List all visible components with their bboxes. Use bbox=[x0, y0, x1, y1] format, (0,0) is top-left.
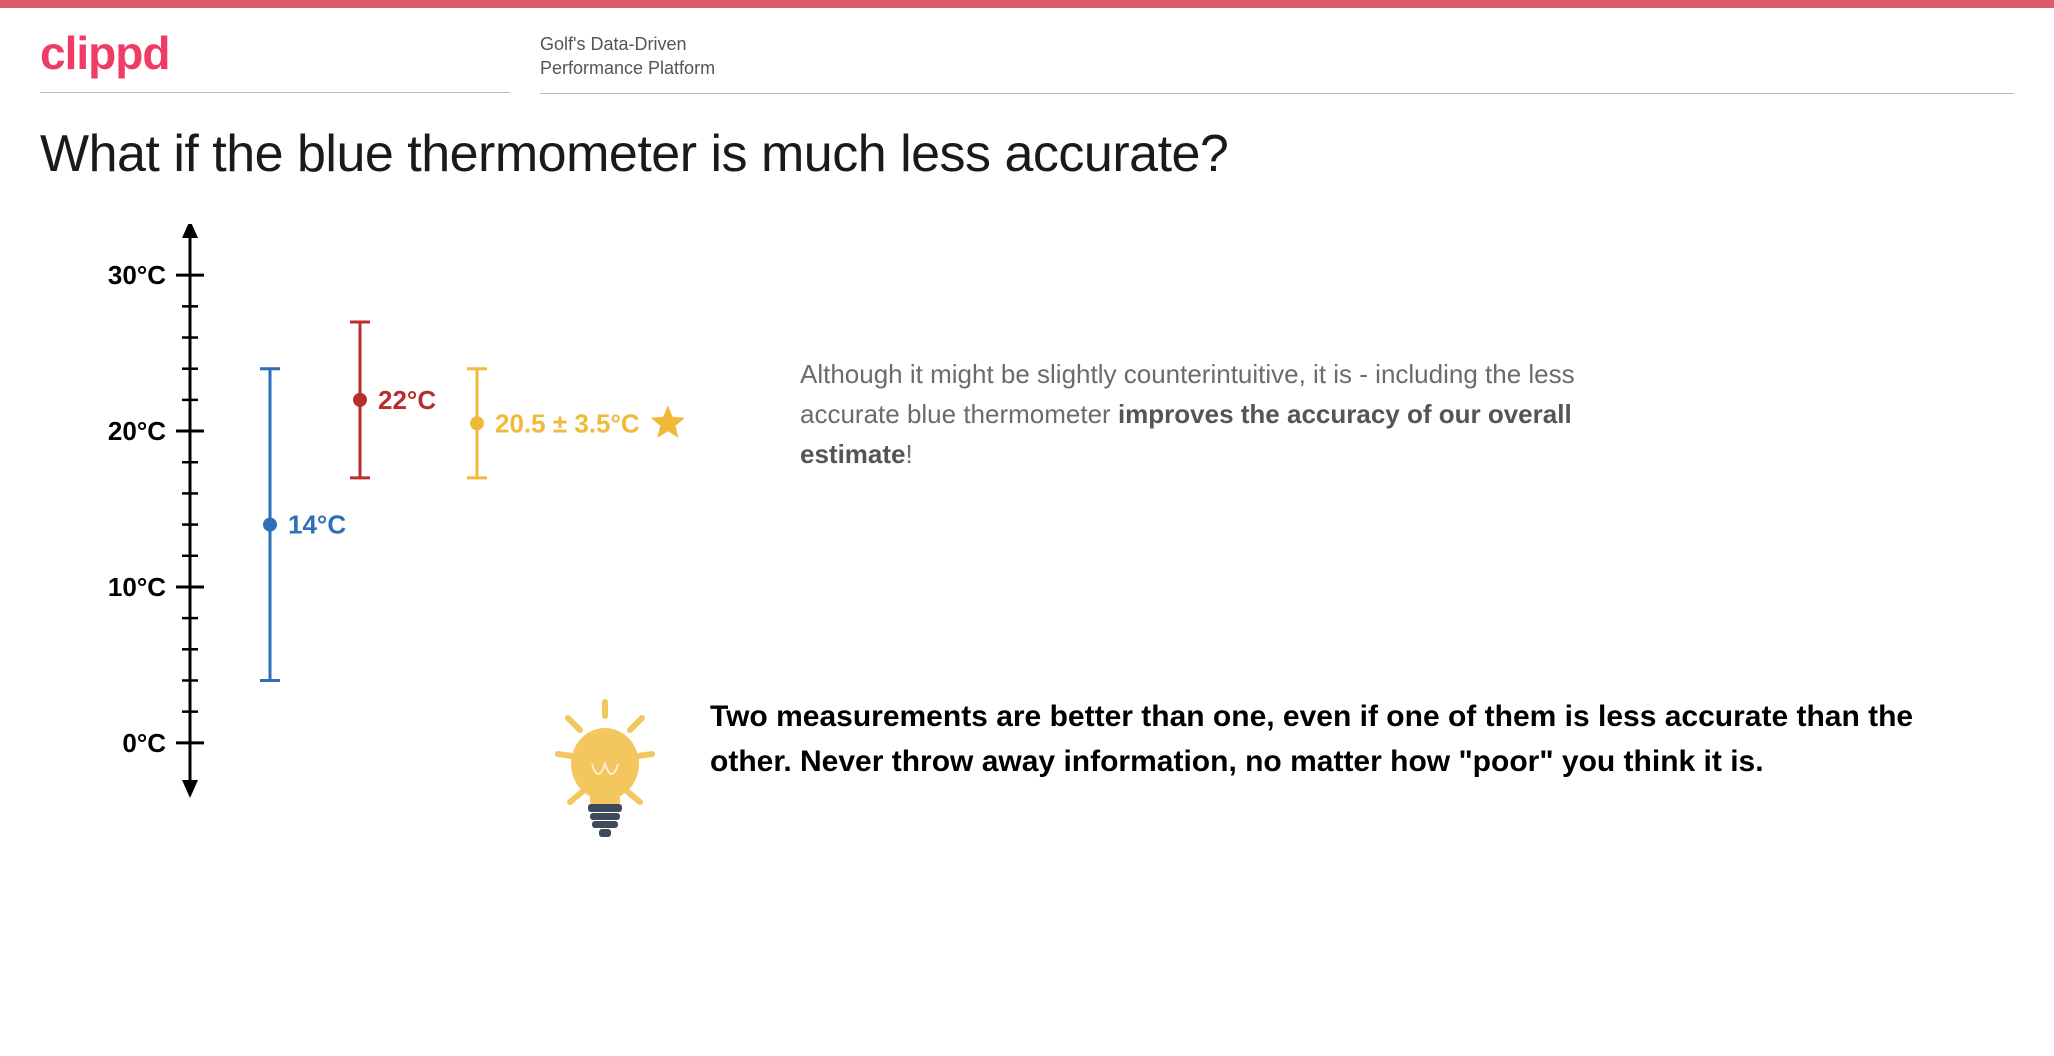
svg-text:0°C: 0°C bbox=[122, 727, 166, 757]
takeaway-row: Two measurements are better than one, ev… bbox=[540, 694, 1994, 844]
svg-text:14°C: 14°C bbox=[288, 509, 346, 539]
svg-text:22°C: 22°C bbox=[378, 384, 436, 414]
lightbulb-icon bbox=[540, 694, 670, 844]
page-title: What if the blue thermometer is much les… bbox=[0, 104, 2054, 194]
content-area: 0°C10°C20°C30°C14°C22°C20.5 ± 3.5°C Alth… bbox=[0, 194, 2054, 864]
svg-text:20°C: 20°C bbox=[108, 416, 166, 446]
tagline-container: Golf's Data-Driven Performance Platform bbox=[540, 26, 2014, 94]
brand-logo: clippd bbox=[40, 26, 510, 80]
brand-container: clippd bbox=[40, 26, 510, 93]
svg-text:10°C: 10°C bbox=[108, 572, 166, 602]
body-post: ! bbox=[906, 439, 913, 469]
header: clippd Golf's Data-Driven Performance Pl… bbox=[0, 8, 2054, 104]
svg-text:20.5 ± 3.5°C: 20.5 ± 3.5°C bbox=[495, 408, 640, 438]
tagline-text: Golf's Data-Driven Performance Platform bbox=[540, 32, 2014, 81]
svg-text:30°C: 30°C bbox=[108, 260, 166, 290]
takeaway-text: Two measurements are better than one, ev… bbox=[710, 694, 1994, 784]
top-accent-bar bbox=[0, 0, 2054, 8]
